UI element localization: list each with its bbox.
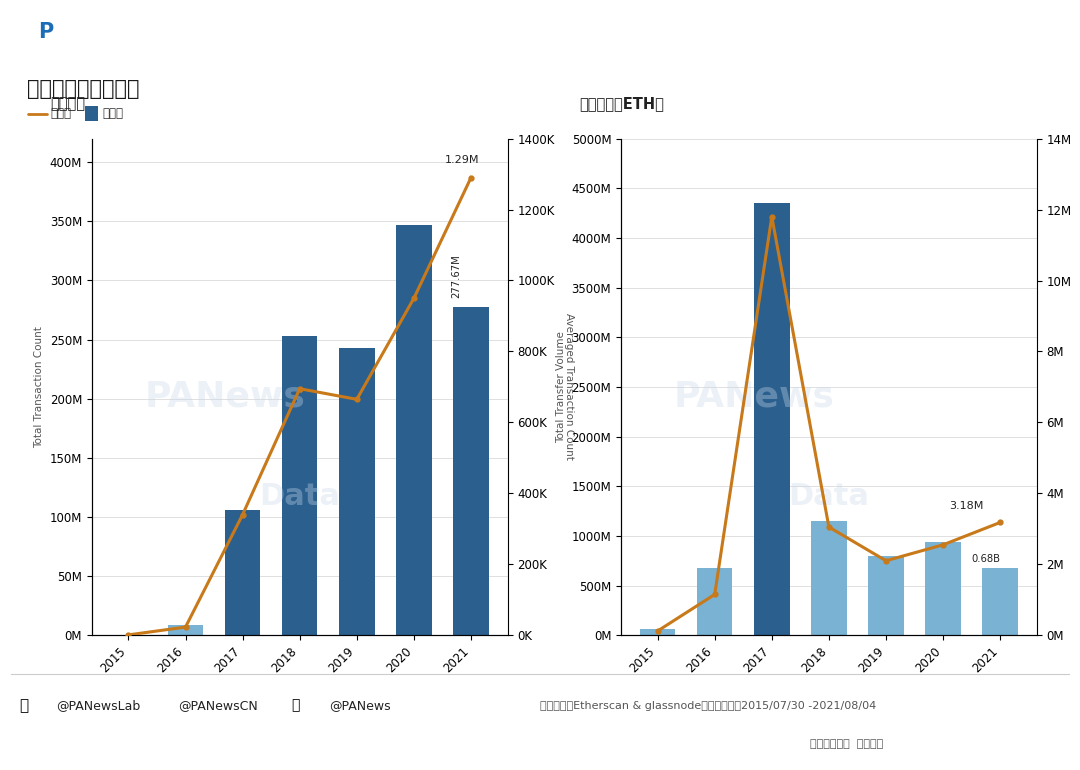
Text: 年总值: 年总值 (103, 107, 123, 120)
Bar (225, 510, 260, 635)
Text: PANews: PANews (145, 380, 306, 413)
Y-axis label: Total Transaction Count: Total Transaction Count (35, 326, 44, 448)
Bar (983, 567, 1018, 635)
Text: www.PANewsLab.com: www.PANewsLab.com (902, 25, 1053, 39)
Text: 以太坊链上交易数据: 以太坊链上交易数据 (27, 79, 139, 99)
Bar (339, 348, 375, 635)
Text: P: P (38, 22, 53, 42)
Text: @PANews: @PANews (329, 699, 391, 712)
Text: 扫码下载应用  阅读原文: 扫码下载应用 阅读原文 (810, 739, 883, 749)
Text: 🐦: 🐦 (19, 698, 28, 713)
Text: 277.67M: 277.67M (451, 255, 462, 298)
Y-axis label: Total Transfer Volume: Total Transfer Volume (556, 331, 566, 443)
Text: 1.29M: 1.29M (445, 156, 480, 166)
Text: 交易次数: 交易次数 (51, 96, 85, 112)
Bar (811, 521, 847, 635)
Bar (754, 203, 789, 635)
Bar (167, 625, 203, 635)
Text: Data: Data (259, 482, 340, 511)
Bar (697, 567, 732, 635)
Circle shape (0, 8, 456, 59)
Text: 🌐: 🌐 (292, 698, 300, 712)
Text: @PANewsLab: @PANewsLab (56, 699, 140, 712)
Bar (84, 106, 97, 121)
Bar (926, 542, 961, 635)
Text: PANews: PANews (674, 380, 835, 413)
Text: 3.18M: 3.18M (949, 501, 983, 511)
Text: 数据来源：Etherscan & glassnode；统计口径：2015/07/30 -2021/08/04: 数据来源：Etherscan & glassnode；统计口径：2015/07/… (540, 701, 876, 711)
Bar (396, 225, 432, 635)
Bar (868, 556, 904, 635)
Text: 0.68B: 0.68B (971, 554, 1000, 564)
Text: @PANewsCN: @PANewsCN (178, 699, 258, 712)
Text: PANews × PAData: PANews × PAData (103, 23, 283, 41)
Text: Data: Data (788, 482, 869, 511)
Bar (640, 629, 675, 635)
Y-axis label: Averaged Transaction Count: Averaged Transaction Count (564, 313, 575, 460)
Bar (454, 307, 488, 635)
Text: 年均值: 年均值 (51, 107, 71, 120)
Bar (282, 336, 318, 635)
Text: 交易总额（ETH）: 交易总额（ETH） (580, 96, 664, 112)
